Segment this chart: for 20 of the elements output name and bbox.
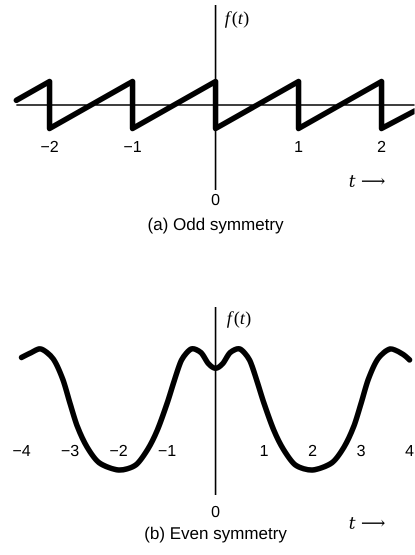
x-tick-label: 1 — [296, 140, 302, 152]
x-tick-label: −3 — [62, 444, 79, 456]
text: 0 — [212, 506, 220, 518]
text: 0 — [212, 194, 220, 206]
x-tick-label: 2 — [309, 444, 316, 456]
x-axis-title: t ⟶ — [350, 175, 385, 187]
x-tick-label: −2 — [110, 444, 128, 456]
y-axis-title: f(t) — [225, 11, 249, 28]
x-tick-label: −2 — [41, 140, 58, 152]
x-tick-label: 1 — [261, 444, 268, 456]
y-axis-title: f(t) — [227, 311, 251, 328]
x-axis-title: t ⟶ — [350, 517, 385, 529]
text: (a) Odd symmetry — [148, 218, 284, 234]
x-tick-label: 2 — [378, 140, 386, 152]
x-tick-label: −4 — [13, 444, 30, 456]
x-tick-label: 4 — [406, 444, 414, 456]
x-tick-label: 3 — [357, 444, 366, 456]
x-tick-label: −1 — [124, 140, 142, 152]
text: (b) Even symmetry — [146, 526, 288, 543]
x-tick-label: −1 — [158, 444, 176, 456]
